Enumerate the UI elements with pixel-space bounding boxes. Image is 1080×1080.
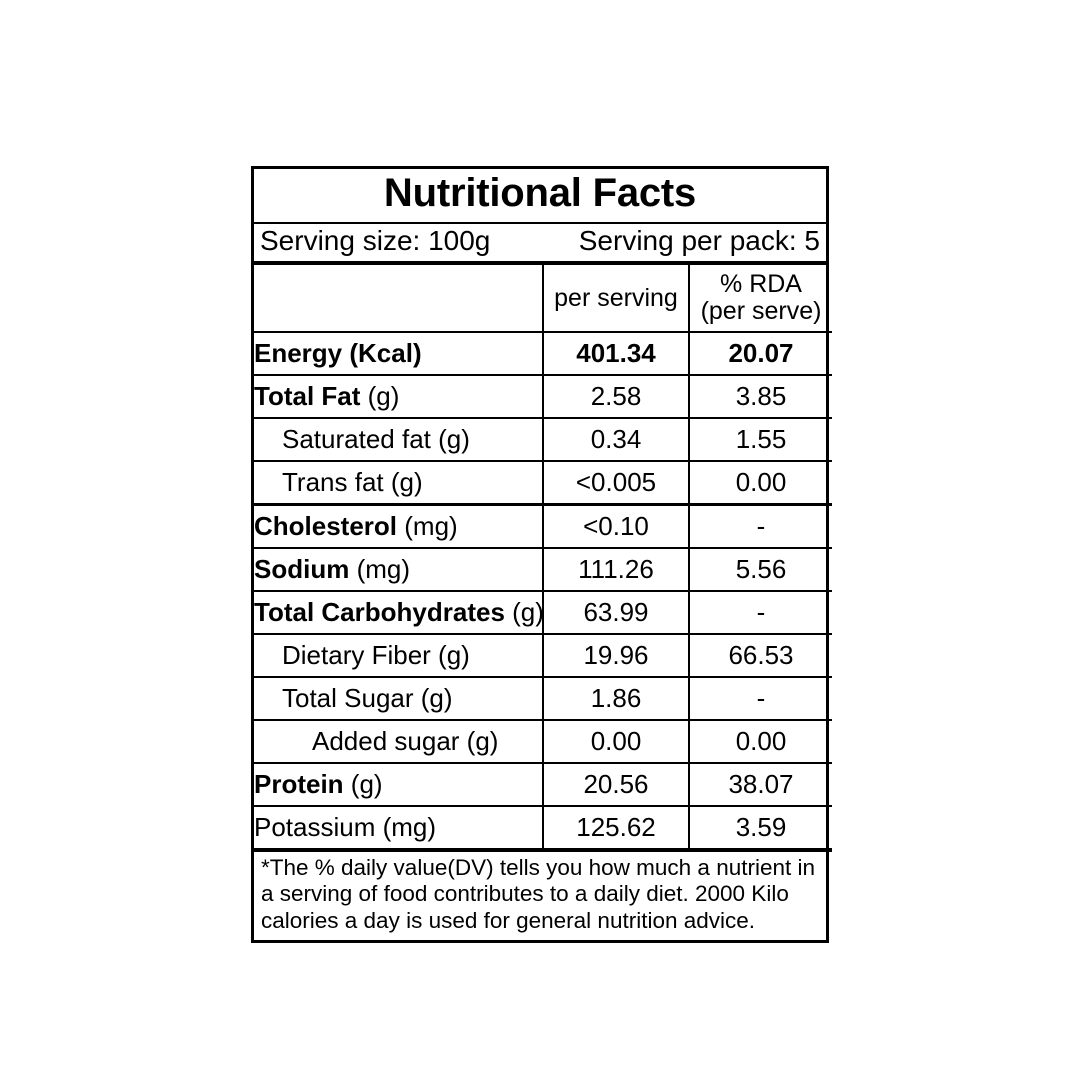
nutrient-name-cell: Total Sugar (g): [254, 676, 544, 721]
footnote-text: *The % daily value(DV) tells you how muc…: [261, 854, 816, 933]
per-serving-value-cell: 0.34: [543, 417, 690, 462]
nutrient-name-cell: Trans fat (g): [254, 460, 544, 506]
per-serving-value-cell: <0.005: [543, 460, 690, 506]
nutrient-name-plain: (mg): [349, 553, 411, 584]
table-header-row: per serving % RDA (per serve): [254, 264, 832, 333]
per-serving-value-cell: 19.96: [543, 633, 690, 678]
nutrient-name-plain: (g): [504, 596, 544, 627]
nutrition-table-body: per serving % RDA (per serve) Energy (Kc…: [254, 264, 832, 852]
nutrient-name-cell: Total Fat (g): [254, 374, 544, 419]
table-row: Total Sugar (g) 1.86-: [254, 676, 832, 721]
nutrient-name-plain: Potassium (mg): [254, 811, 437, 842]
rda-value-cell: 0.00: [689, 719, 832, 764]
nutrient-name-cell: Protein (g): [254, 762, 544, 807]
table-row: Added sugar (g) 0.00 0.00: [254, 719, 832, 764]
rda-value-cell: 38.07: [689, 762, 832, 807]
table-row: Energy (Kcal) 401.34 20.07: [254, 331, 832, 376]
page-title: Nutritional Facts: [383, 171, 697, 215]
nutrient-name-plain: Dietary Fiber (g): [282, 639, 470, 670]
column-header-nutrient: [254, 264, 544, 333]
per-serving-value-cell: 1.86: [543, 676, 690, 721]
nutrition-table: per serving % RDA (per serve) Energy (Kc…: [254, 264, 832, 852]
nutrient-name-plain: Saturated fat (g): [282, 423, 470, 454]
nutrient-name-cell: Dietary Fiber (g): [254, 633, 544, 678]
per-serving-value-cell: 20.56: [543, 762, 690, 807]
nutrient-name-cell: Added sugar (g): [254, 719, 544, 764]
nutrient-name-cell: Energy (Kcal): [254, 331, 544, 376]
column-header-rda-line1: % RDA: [720, 270, 802, 299]
nutrient-name-plain: Added sugar (g): [312, 725, 499, 756]
nutrition-facts-label: Nutritional Facts Serving size: 100g Ser…: [251, 166, 832, 943]
rda-value-cell: 1.55: [689, 417, 832, 462]
nutrient-name-plain: (mg): [397, 510, 458, 541]
label-title-row: Nutritional Facts: [254, 169, 826, 224]
column-header-per-serving-label: per serving: [554, 283, 678, 312]
column-header-rda: % RDA (per serve): [689, 264, 832, 333]
per-serving-value-cell: 401.34: [543, 331, 690, 376]
rda-value-cell: -: [689, 504, 832, 549]
rda-value-cell: 20.07: [689, 331, 832, 376]
nutrient-name-bold: Total Fat: [254, 380, 361, 411]
serving-per-pack-text: Serving per pack: 5: [578, 224, 820, 256]
table-row: Sodium (mg) 111.26 5.56: [254, 547, 832, 592]
nutrient-name-bold: Protein: [254, 768, 344, 799]
nutrient-name-plain: Trans fat (g): [282, 466, 423, 497]
per-serving-value-cell: <0.10: [543, 504, 690, 549]
per-serving-value-cell: 111.26: [543, 547, 690, 592]
rda-value-cell: 5.56: [689, 547, 832, 592]
column-header-rda-line2: (per serve): [700, 296, 822, 325]
nutrient-name-cell: Total Carbohydrates (g): [254, 590, 544, 635]
serving-info-row: Serving size: 100g Serving per pack: 5: [254, 224, 826, 265]
footnote-block: *The % daily value(DV) tells you how muc…: [254, 852, 826, 940]
nutrient-name-bold: Sodium: [254, 553, 350, 584]
table-row: Trans fat (g) <0.005 0.00: [254, 460, 832, 506]
column-header-per-serving: per serving: [543, 264, 690, 333]
table-row: Cholesterol (mg) <0.10-: [254, 504, 832, 549]
nutrient-name-bold: Energy (Kcal): [254, 337, 422, 368]
nutrient-name-cell: Potassium (mg): [254, 805, 544, 852]
per-serving-value-cell: 63.99: [543, 590, 690, 635]
rda-value-cell: -: [689, 590, 832, 635]
table-row: Potassium (mg) 125.62 3.59: [254, 805, 832, 852]
rda-value-cell: 0.00: [689, 460, 832, 506]
per-serving-value-cell: 2.58: [543, 374, 690, 419]
per-serving-value-cell: 0.00: [543, 719, 690, 764]
rda-value-cell: 66.53: [689, 633, 832, 678]
table-row: Total Carbohydrates (g) 63.99-: [254, 590, 832, 635]
serving-size-text: Serving size: 100g: [260, 224, 491, 256]
nutrient-name-cell: Sodium (mg): [254, 547, 544, 592]
nutrient-name-bold: Cholesterol: [254, 510, 398, 541]
table-row: Total Fat (g) 2.58 3.85: [254, 374, 832, 419]
nutrient-name-cell: Saturated fat (g): [254, 417, 544, 462]
nutrient-name-plain: (g): [360, 380, 400, 411]
nutrient-name-cell: Cholesterol (mg): [254, 504, 544, 549]
nutrient-name-bold: Total Carbohydrates: [254, 596, 505, 627]
nutrient-name-plain: (g): [343, 768, 383, 799]
rda-value-cell: 3.85: [689, 374, 832, 419]
rda-value-cell: -: [689, 676, 832, 721]
table-row: Saturated fat (g) 0.34 1.55: [254, 417, 832, 462]
table-row: Protein (g) 20.56 38.07: [254, 762, 832, 807]
nutrient-name-plain: Total Sugar (g): [282, 682, 453, 713]
per-serving-value-cell: 125.62: [543, 805, 690, 852]
table-row: Dietary Fiber (g) 19.96 66.53: [254, 633, 832, 678]
rda-value-cell: 3.59: [689, 805, 832, 852]
